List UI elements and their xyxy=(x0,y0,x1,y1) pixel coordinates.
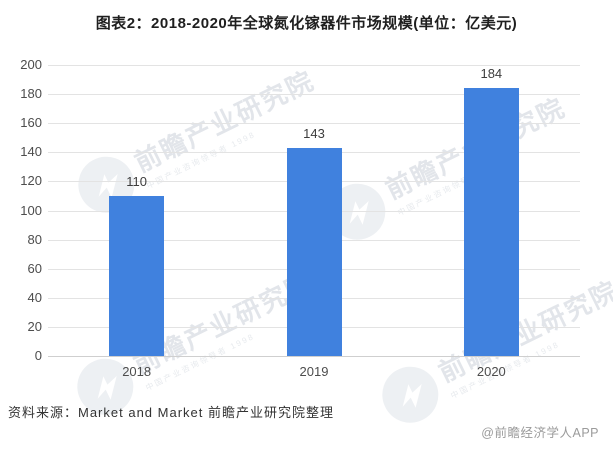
bar-2018 xyxy=(109,195,165,356)
y-tick-label-40: 40 xyxy=(27,289,42,305)
app-credit: @前瞻经济学人APP xyxy=(481,426,599,440)
y-tick-label-120: 120 xyxy=(20,173,42,189)
gridline-180 xyxy=(48,94,580,96)
y-tick-label-0: 0 xyxy=(34,348,42,363)
plot-area xyxy=(48,65,580,357)
bar-value-label-2018: 110 xyxy=(126,173,148,189)
bar-2020 xyxy=(463,88,519,356)
x-tick-label-2019: 2019 xyxy=(299,364,329,379)
gridline-160 xyxy=(48,123,580,125)
y-tick-label-160: 160 xyxy=(20,115,42,131)
source-note: 资料来源：Market and Market 前瞻产业研究院整理 xyxy=(8,405,334,420)
bar-value-label-2020: 184 xyxy=(480,66,503,82)
gridline-0 xyxy=(48,356,580,357)
x-tick-label-2018: 2018 xyxy=(122,364,152,379)
y-tick-label-140: 140 xyxy=(20,144,42,160)
y-tick-label-100: 100 xyxy=(20,202,42,218)
y-tick-label-80: 80 xyxy=(27,231,42,247)
bar-2019 xyxy=(286,147,342,356)
y-tick-label-20: 20 xyxy=(27,318,42,334)
gridline-200 xyxy=(48,65,580,66)
qianzhan-logo-icon xyxy=(382,366,439,423)
y-tick-label-60: 60 xyxy=(27,260,42,276)
bar-value-label-2019: 143 xyxy=(303,125,325,141)
y-tick-label-200: 200 xyxy=(20,57,42,72)
y-tick-label-180: 180 xyxy=(20,86,42,102)
x-tick-label-2020: 2020 xyxy=(476,364,506,379)
chart-title: 图表2：2018-2020年全球氮化镓器件市场规模(单位：亿美元) xyxy=(95,15,518,32)
